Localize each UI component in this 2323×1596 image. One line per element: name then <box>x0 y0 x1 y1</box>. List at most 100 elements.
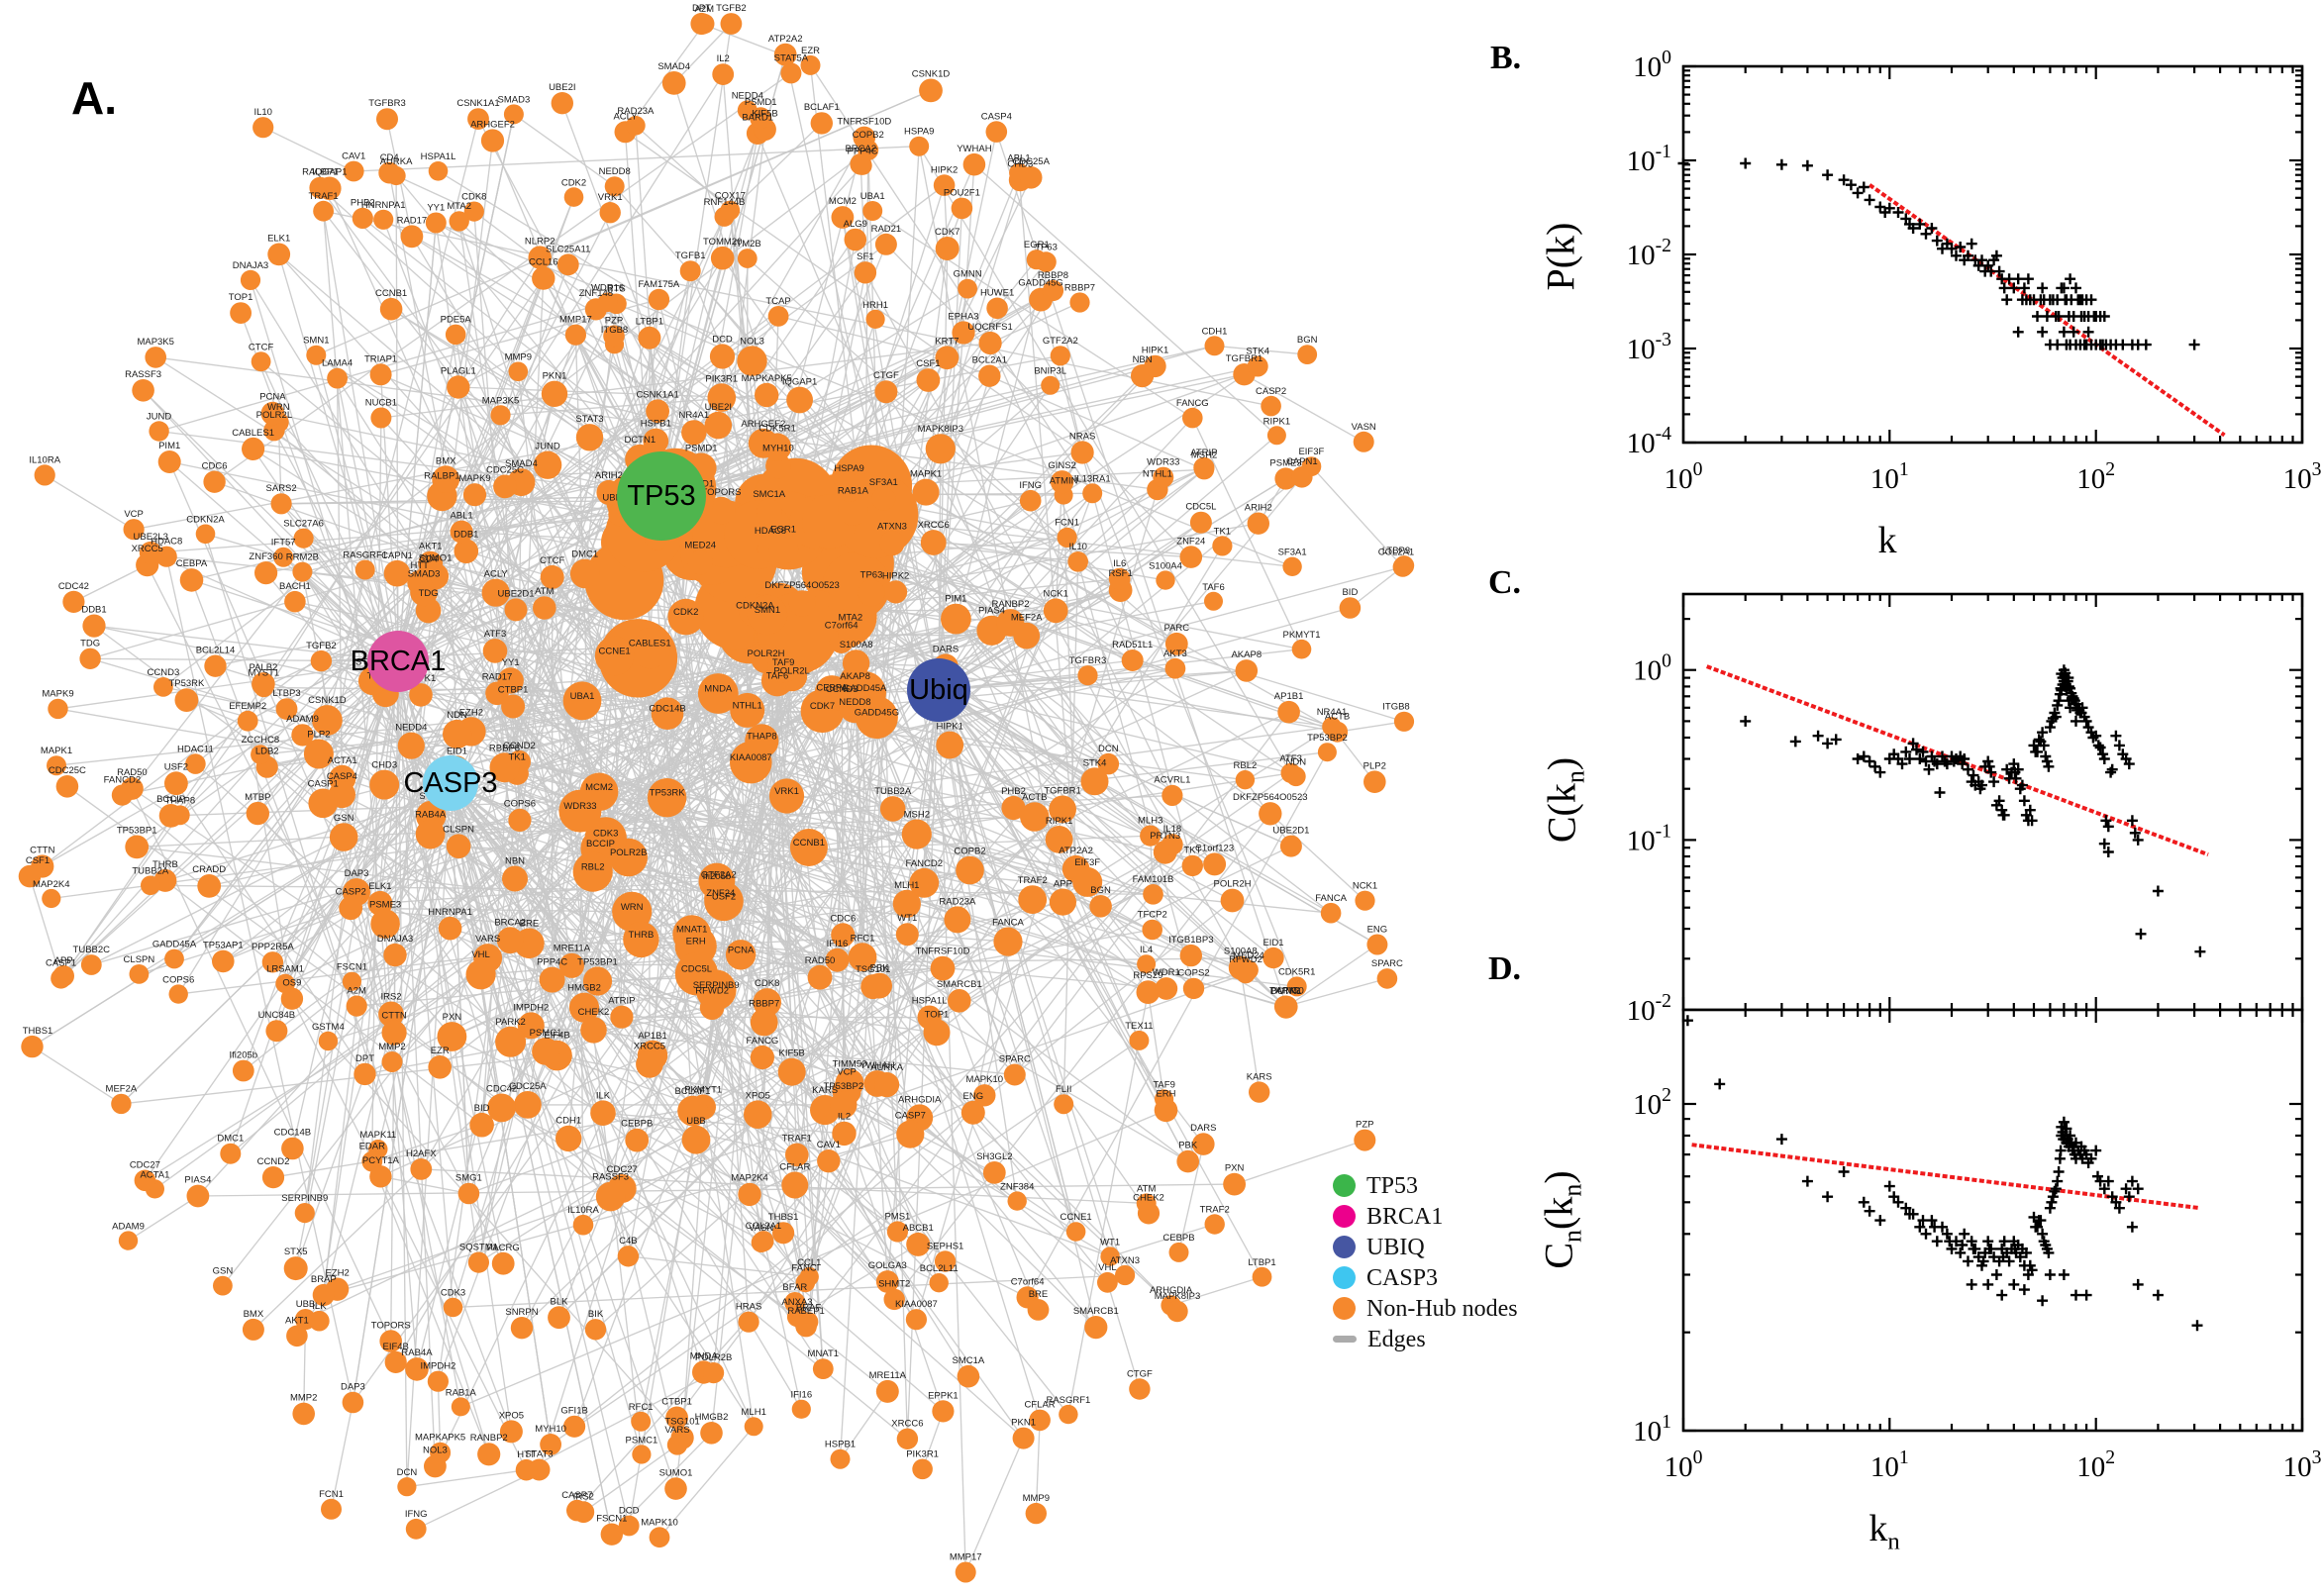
svg-text:VRK1: VRK1 <box>598 192 623 203</box>
svg-text:RANBP2: RANBP2 <box>991 599 1029 610</box>
svg-text:COPB2: COPB2 <box>853 130 884 141</box>
svg-text:CCL1: CCL1 <box>797 1257 821 1268</box>
svg-text:HTT: HTT <box>410 560 429 571</box>
svg-text:COPS6: COPS6 <box>504 799 536 810</box>
svg-text:ITGB8: ITGB8 <box>1382 702 1409 713</box>
svg-text:XPO5: XPO5 <box>746 1090 770 1101</box>
svg-text:DDB1: DDB1 <box>81 604 106 615</box>
svg-text:IFT57: IFT57 <box>271 538 296 549</box>
svg-text:CCNB1: CCNB1 <box>793 838 825 848</box>
svg-text:NBN: NBN <box>1133 354 1153 365</box>
svg-text:TRIAP1: TRIAP1 <box>364 353 397 364</box>
svg-text:HDAC8: HDAC8 <box>151 537 182 548</box>
svg-text:PARK2: PARK2 <box>1270 986 1300 997</box>
svg-text:MEF2A: MEF2A <box>1011 613 1043 624</box>
svg-text:ARHGDIA: ARHGDIA <box>898 1094 942 1105</box>
legend-item-label: CASP3 <box>1366 1264 1439 1291</box>
svg-text:AURKA: AURKA <box>870 1062 903 1073</box>
svg-text:CTBP1: CTBP1 <box>498 685 529 696</box>
svg-text:NTHL1: NTHL1 <box>1143 469 1172 480</box>
svg-text:EID1: EID1 <box>1262 938 1283 948</box>
legend-item: Non-Hub nodes <box>1333 1295 1518 1322</box>
svg-text:PSMD1: PSMD1 <box>745 97 777 108</box>
svg-text:ITGB8: ITGB8 <box>601 325 628 336</box>
svg-text:RPS29: RPS29 <box>1133 970 1162 981</box>
svg-text:VASN: VASN <box>749 1223 773 1234</box>
svg-text:PMS1: PMS1 <box>884 1212 910 1223</box>
svg-text:S100A8: S100A8 <box>1224 947 1258 957</box>
svg-text:Ifi205b: Ifi205b <box>703 871 732 882</box>
svg-text:TGFBR1: TGFBR1 <box>1226 353 1262 364</box>
svg-text:CTBP1: CTBP1 <box>661 1397 692 1408</box>
svg-text:SF1: SF1 <box>857 251 873 262</box>
svg-text:OS9: OS9 <box>282 978 301 989</box>
svg-text:SMARCB1: SMARCB1 <box>1073 1306 1119 1317</box>
svg-text:TOP1: TOP1 <box>229 292 253 303</box>
svg-text:FSCN1: FSCN1 <box>596 1513 627 1524</box>
svg-text:TOMM20: TOMM20 <box>703 237 742 248</box>
svg-text:PBK: PBK <box>870 963 890 974</box>
svg-text:NBN: NBN <box>505 856 525 867</box>
legend-node-swatch <box>1333 1297 1356 1320</box>
legend-item: UBIQ <box>1333 1234 1518 1260</box>
legend-node-swatch <box>1333 1236 1356 1258</box>
svg-text:MSH2: MSH2 <box>904 810 930 821</box>
svg-text:TP53BP1: TP53BP1 <box>117 826 157 837</box>
svg-text:BID: BID <box>1342 587 1358 598</box>
svg-text:ILK: ILK <box>596 1090 611 1101</box>
svg-text:DKFZP564O0523: DKFZP564O0523 <box>1233 792 1308 803</box>
svg-text:RFWD2: RFWD2 <box>695 985 729 996</box>
svg-text:S100A4: S100A4 <box>1149 560 1182 571</box>
svg-text:IL18: IL18 <box>1163 824 1182 835</box>
svg-text:CHEK2: CHEK2 <box>1133 1192 1164 1203</box>
svg-text:SNRPN: SNRPN <box>505 1307 538 1318</box>
svg-text:MSH2: MSH2 <box>1191 449 1217 460</box>
svg-text:PHB2: PHB2 <box>1001 786 1026 797</box>
svg-text:MCM2: MCM2 <box>829 196 857 207</box>
svg-text:MRE11A: MRE11A <box>869 1370 907 1381</box>
svg-text:IL4: IL4 <box>1140 945 1153 955</box>
svg-text:MMP2: MMP2 <box>378 1042 405 1052</box>
svg-text:HIPK2: HIPK2 <box>882 570 909 581</box>
svg-text:RAD17: RAD17 <box>397 216 428 227</box>
svg-text:KIAA0087: KIAA0087 <box>730 752 772 763</box>
svg-text:SLC25A11: SLC25A11 <box>546 244 590 254</box>
svg-text:CCNE1: CCNE1 <box>598 646 630 656</box>
svg-text:UBE2I: UBE2I <box>705 402 732 413</box>
svg-text:JUND: JUND <box>535 442 559 452</box>
svg-text:PXN: PXN <box>1225 1163 1245 1174</box>
svg-text:CFLAR: CFLAR <box>1025 1400 1056 1411</box>
svg-text:EZR: EZR <box>431 1046 450 1056</box>
svg-text:CDC42: CDC42 <box>58 581 89 592</box>
svg-text:ARIH2: ARIH2 <box>595 470 623 481</box>
svg-text:FANCD2: FANCD2 <box>104 775 141 786</box>
svg-text:C7orf64: C7orf64 <box>825 621 858 632</box>
svg-text:CSNK1A1: CSNK1A1 <box>636 390 678 401</box>
svg-text:PCNA: PCNA <box>728 945 755 955</box>
svg-text:UBE2I: UBE2I <box>549 82 575 93</box>
svg-text:FANCA: FANCA <box>992 917 1024 928</box>
svg-text:EID1: EID1 <box>447 746 467 756</box>
svg-text:UBB: UBB <box>686 1116 706 1127</box>
svg-text:MLH1: MLH1 <box>742 1407 766 1418</box>
svg-text:CD4: CD4 <box>380 152 399 163</box>
svg-text:TAF6: TAF6 <box>766 670 789 681</box>
svg-text:MRE11A: MRE11A <box>554 944 591 954</box>
svg-text:PPP2R5A: PPP2R5A <box>252 942 294 952</box>
svg-text:TRAF1: TRAF1 <box>309 191 339 202</box>
svg-text:VARS: VARS <box>475 934 500 945</box>
svg-text:RNF144B: RNF144B <box>704 197 746 208</box>
svg-text:ATM: ATM <box>1137 1183 1156 1194</box>
svg-text:CAPN1: CAPN1 <box>381 550 413 561</box>
svg-text:UBA1: UBA1 <box>570 691 595 702</box>
svg-text:SUMO1: SUMO1 <box>659 1467 693 1478</box>
svg-text:ILK: ILK <box>312 1301 327 1312</box>
svg-text:IL2: IL2 <box>717 53 730 64</box>
svg-text:EZR: EZR <box>801 46 820 56</box>
svg-text:CTCF: CTCF <box>249 342 274 352</box>
svg-text:CDK2: CDK2 <box>673 607 698 618</box>
svg-text:TCAP: TCAP <box>765 296 790 307</box>
svg-text:MAP3K5: MAP3K5 <box>482 395 520 406</box>
svg-text:KARS: KARS <box>1247 1071 1272 1082</box>
svg-text:PIM1: PIM1 <box>945 594 966 605</box>
